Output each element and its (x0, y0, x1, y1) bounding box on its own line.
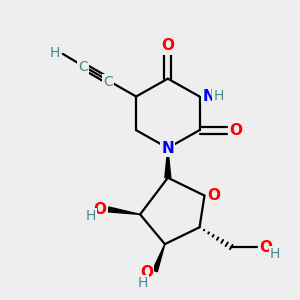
Text: O: O (208, 188, 220, 203)
Text: O: O (93, 202, 106, 217)
Text: N: N (202, 89, 215, 104)
Text: O: O (140, 266, 153, 280)
Text: O: O (229, 123, 242, 138)
Text: H: H (270, 247, 280, 261)
Text: C: C (78, 60, 88, 74)
Text: O: O (161, 38, 174, 53)
Text: C: C (103, 75, 113, 88)
Text: H: H (50, 46, 60, 60)
Text: O: O (259, 240, 272, 255)
Polygon shape (108, 207, 140, 214)
Polygon shape (153, 244, 165, 272)
Text: H: H (85, 209, 95, 224)
Text: N: N (161, 140, 174, 155)
Text: H: H (138, 276, 148, 290)
Text: H: H (213, 88, 224, 103)
Polygon shape (165, 148, 171, 178)
